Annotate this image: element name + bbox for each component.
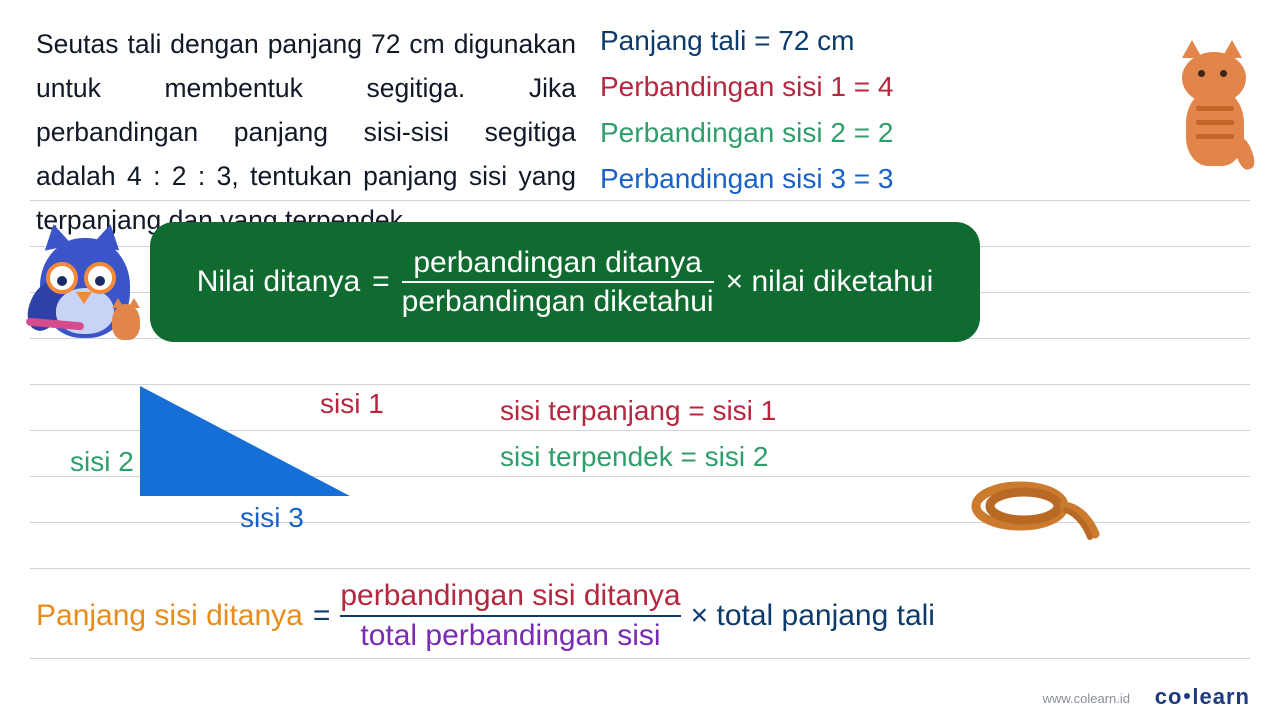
triangle-label-sisi2: sisi 2 — [70, 446, 134, 478]
logo-dot-icon — [1184, 693, 1190, 699]
cat-illustration — [1176, 46, 1256, 176]
given-line-1: Panjang tali = 72 cm — [600, 18, 1200, 64]
bottom-formula-tail: × total panjang tali — [691, 599, 935, 633]
bottom-formula-eq: = — [313, 599, 331, 633]
logo-part-1: co — [1155, 684, 1183, 709]
bottom-formula: Panjang sisi ditanya = perbandingan sisi… — [36, 580, 1236, 651]
colearn-logo: colearn — [1155, 684, 1250, 710]
formula-denominator: perbandingan diketahui — [402, 286, 714, 318]
given-line-3: Perbandingan sisi 2 = 2 — [600, 110, 1200, 156]
answers-block: sisi terpanjang = sisi 1 sisi terpendek … — [500, 388, 776, 480]
answer-longest: sisi terpanjang = sisi 1 — [500, 388, 776, 434]
triangle-label-sisi1: sisi 1 — [320, 388, 384, 420]
triangle-shape — [140, 386, 350, 496]
bottom-formula-numerator: perbandingan sisi ditanya — [340, 580, 680, 612]
formula-numerator: perbandingan ditanya — [413, 247, 702, 279]
triangle-label-sisi3: sisi 3 — [240, 502, 304, 534]
small-cat-illustration — [106, 296, 146, 344]
problem-text: Seutas tali dengan panjang 72 cm digunak… — [36, 22, 576, 242]
bottom-formula-fraction: perbandingan sisi ditanya total perbandi… — [340, 580, 680, 651]
formula-tail: × nilai diketahui — [726, 265, 934, 299]
given-line-4: Perbandingan sisi 3 = 3 — [600, 156, 1200, 202]
logo-part-2: learn — [1192, 684, 1250, 709]
formula-fraction: perbandingan ditanya perbandingan diketa… — [402, 247, 714, 318]
bottom-formula-denominator: total perbandingan sisi — [360, 620, 660, 652]
answer-shortest: sisi terpendek = sisi 2 — [500, 434, 776, 480]
bottom-formula-lhs: Panjang sisi ditanya — [36, 599, 303, 633]
formula-eq: = — [372, 265, 390, 299]
given-line-2: Perbandingan sisi 1 = 4 — [600, 64, 1200, 110]
formula-lhs: Nilai ditanya — [197, 265, 360, 299]
footer-url: www.colearn.id — [1043, 691, 1130, 706]
formula-box: Nilai ditanya = perbandingan ditanya per… — [150, 222, 980, 342]
given-values: Panjang tali = 72 cm Perbandingan sisi 1… — [600, 18, 1200, 202]
triangle-diagram: sisi 1 sisi 2 sisi 3 — [70, 376, 410, 546]
rope-illustration — [960, 472, 1110, 542]
